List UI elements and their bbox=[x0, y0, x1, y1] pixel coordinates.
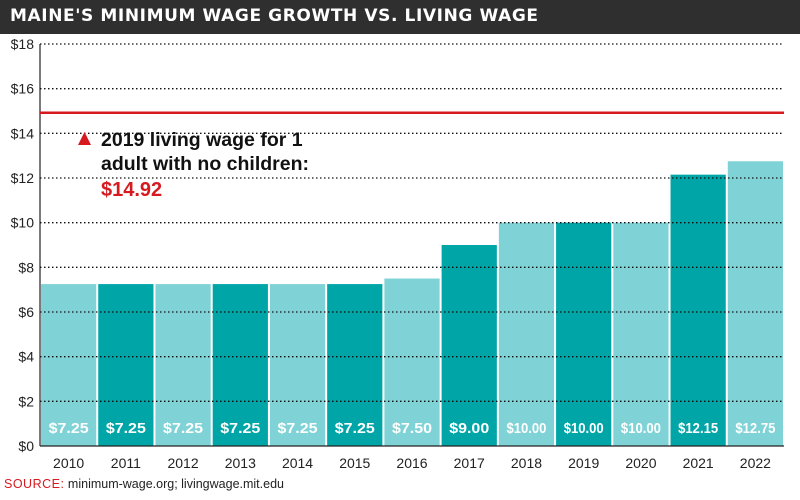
bar-2015 bbox=[327, 284, 383, 446]
bar-chart: $0 $2 $4 $6 $8 $10 $12 $14 $16 $18 $7.25 2010 $7.25 2… bbox=[11, 36, 784, 471]
y-tick-label: $0 bbox=[18, 438, 34, 454]
bar-2019 bbox=[556, 222, 612, 446]
bar-value-label: $7.25 bbox=[220, 421, 260, 437]
bar-2013 bbox=[212, 284, 268, 446]
chart-title: MAINE'S MINIMUM WAGE GROWTH VS. LIVING W… bbox=[10, 6, 539, 26]
x-tick-label: 2013 bbox=[225, 455, 256, 471]
y-tick-label: $14 bbox=[11, 125, 35, 141]
bar-value-label: $9.00 bbox=[449, 421, 489, 437]
bar-value-label: $7.25 bbox=[335, 421, 375, 437]
bar-value-label: $7.50 bbox=[392, 421, 432, 437]
y-tick-label: $16 bbox=[11, 81, 35, 97]
source-text: minimum-wage.org; livingwage.mit.edu bbox=[64, 477, 284, 491]
annotation-label-line: adult with no children: bbox=[101, 153, 309, 175]
x-tick-label: 2014 bbox=[282, 455, 313, 471]
x-tick-label: 2020 bbox=[625, 455, 656, 471]
bar-2022 bbox=[727, 161, 783, 446]
bar-2021 bbox=[670, 174, 726, 446]
bar-value-label: $7.25 bbox=[278, 421, 318, 437]
bar-value-label: $10.00 bbox=[564, 421, 604, 437]
bar-2010 bbox=[41, 284, 97, 446]
x-tick-label: 2019 bbox=[568, 455, 599, 471]
bar-value-label: $10.00 bbox=[621, 421, 661, 437]
bar-2011 bbox=[98, 284, 154, 446]
x-tick-label: 2018 bbox=[511, 455, 542, 471]
x-tick-label: 2017 bbox=[454, 455, 485, 471]
bar-2016 bbox=[384, 278, 440, 446]
title-bar: MAINE'S MINIMUM WAGE GROWTH VS. LIVING W… bbox=[0, 0, 800, 34]
x-tick-label: 2011 bbox=[111, 455, 141, 471]
x-tick-label: 2016 bbox=[396, 455, 427, 471]
y-tick-label: $2 bbox=[18, 393, 34, 409]
bar-2020 bbox=[613, 222, 669, 446]
y-tick-label: $4 bbox=[18, 349, 34, 365]
bar-value-label: $7.25 bbox=[106, 421, 146, 437]
bar-2014 bbox=[269, 284, 326, 446]
bar-2017 bbox=[441, 245, 497, 446]
y-tick-label: $8 bbox=[18, 259, 34, 275]
x-tick-label: 2010 bbox=[53, 455, 84, 471]
annotation-value: $14.92 bbox=[101, 179, 162, 201]
source-line: SOURCE: minimum-wage.org; livingwage.mit… bbox=[4, 477, 284, 491]
bar-2018 bbox=[498, 222, 555, 446]
x-tick-label: 2022 bbox=[740, 455, 771, 471]
y-tick-label: $18 bbox=[11, 36, 35, 52]
x-tick-label: 2015 bbox=[339, 455, 370, 471]
bar-value-label: $12.15 bbox=[678, 421, 718, 437]
source-label: SOURCE: bbox=[4, 477, 65, 491]
bar-2012 bbox=[155, 284, 211, 446]
y-tick-label: $6 bbox=[18, 304, 34, 320]
bar-value-label: $10.00 bbox=[506, 421, 546, 437]
annotation-label-line: 2019 living wage for 1 bbox=[101, 129, 303, 151]
y-tick-label: $10 bbox=[11, 215, 35, 231]
bar-value-label: $7.25 bbox=[163, 421, 203, 437]
bar-value-label: $7.25 bbox=[49, 421, 89, 437]
triangle-up-icon bbox=[78, 132, 91, 145]
x-tick-label: 2021 bbox=[683, 455, 714, 471]
bar-value-label: $12.75 bbox=[735, 421, 775, 437]
x-tick-label: 2012 bbox=[167, 455, 198, 471]
y-tick-label: $12 bbox=[11, 170, 35, 186]
